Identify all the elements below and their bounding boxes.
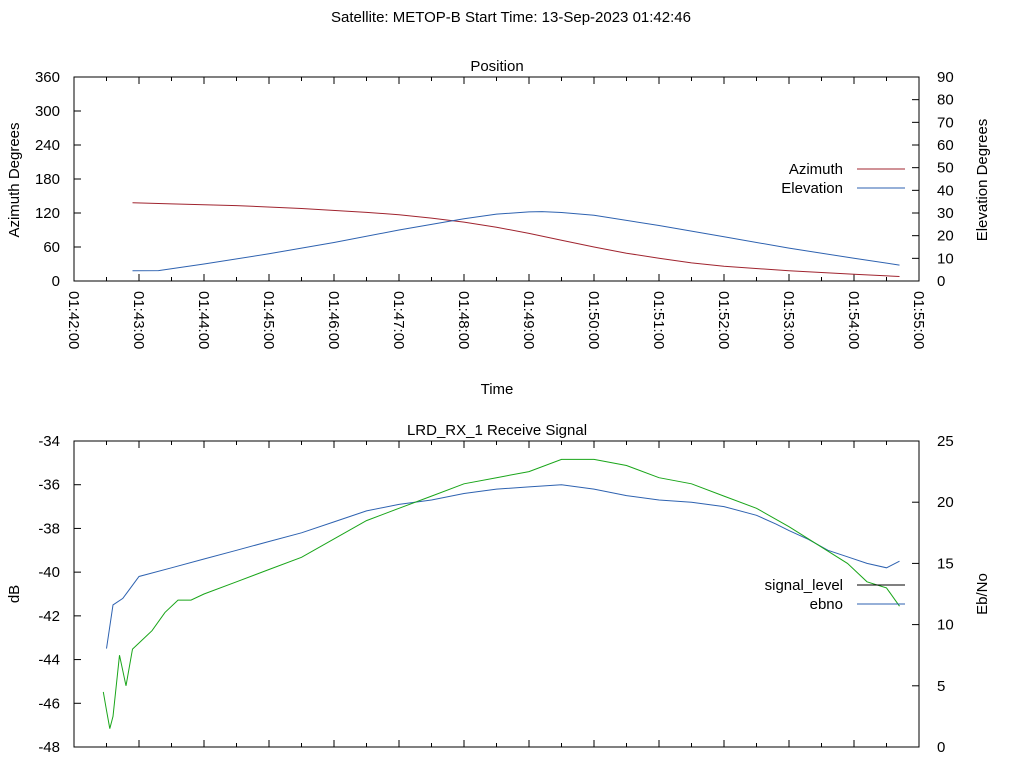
x-tick-label: 01:45:00 (260, 291, 277, 349)
y2-tick-label: 0 (937, 739, 945, 756)
position-chart: Position 01:42:00 01:43:00 01:44:00 01:45:0… (6, 58, 991, 398)
y-tick-label: -46 (38, 695, 60, 712)
legend-label-azimuth: Azimuth (789, 161, 843, 178)
position-y2-axis-label: Elevation Degrees (974, 119, 991, 242)
y-tick-label: 0 (52, 273, 60, 290)
y2-tick-label: 20 (937, 494, 954, 511)
y2-tick-label: 0 (937, 273, 945, 290)
y2-tick-label: 10 (937, 250, 954, 267)
position-legend: Azimuth Elevation (781, 161, 905, 197)
y-tick-label: -34 (38, 433, 60, 450)
x-tick-label: 01:52:00 (715, 291, 732, 349)
x-tick-label: 01:48:00 (455, 291, 472, 349)
y-tick-label: -48 (38, 739, 60, 756)
y-tick-label: -44 (38, 652, 60, 669)
x-tick-label: 01:49:00 (520, 291, 537, 349)
x-tick-label: 01:42:00 (65, 291, 82, 349)
signal-y-axis: -48 -46 -44 -42 -40 -38 -36 -34 (38, 433, 81, 756)
x-tick-label: 01:46:00 (325, 291, 342, 349)
y-tick-label: 300 (35, 103, 60, 120)
x-tick-label: 01:51:00 (650, 291, 667, 349)
signal-y-axis-label: dB (6, 585, 23, 603)
series-line-azimuth (132, 202, 900, 277)
y2-tick-label: 20 (937, 228, 954, 245)
x-tick-label: 01:47:00 (390, 291, 407, 349)
y2-tick-label: 60 (937, 137, 954, 154)
y2-tick-label: 70 (937, 114, 954, 131)
position-plot-frame (73, 76, 920, 282)
x-tick-label: 01:55:00 (910, 291, 927, 349)
series-line-elevation (132, 211, 900, 272)
y2-tick-label: 90 (937, 69, 954, 86)
x-tick-label: 01:43:00 (130, 291, 147, 349)
legend-label-ebno: ebno (810, 596, 843, 613)
signal-legend: signal_level ebno (765, 577, 905, 613)
position-x-axis: 01:42:00 01:43:00 01:44:00 01:45:00 01:46:00… (65, 77, 927, 349)
y2-tick-label: 40 (937, 182, 954, 199)
position-y-axis-label: Azimuth Degrees (6, 122, 23, 237)
y2-tick-label: 25 (937, 433, 954, 450)
series-line-ebno (102, 458, 900, 729)
y-tick-label: 120 (35, 205, 60, 222)
legend-label-elevation: Elevation (781, 180, 843, 197)
y-tick-label: 60 (43, 239, 60, 256)
position-x-axis-label: Time (481, 381, 514, 398)
position-y2-axis: 0 10 20 30 40 50 60 70 80 90 (912, 69, 954, 290)
y2-tick-label: 15 (937, 555, 954, 572)
signal-y2-axis-label: Eb/No (974, 573, 991, 615)
page-title: Satellite: METOP-B Start Time: 13-Sep-20… (331, 9, 691, 26)
x-tick-label: 01:50:00 (585, 291, 602, 349)
y-tick-label: 360 (35, 69, 60, 86)
signal-y2-axis: 0 5 10 15 20 25 (912, 433, 954, 756)
signal-series (102, 458, 900, 729)
position-y-axis: 0 60 120 180 240 300 360 (35, 69, 81, 290)
position-chart-title: Position (470, 58, 523, 75)
series-line-signal-level (106, 484, 900, 649)
y-tick-label: -38 (38, 520, 60, 537)
x-tick-label: 01:54:00 (845, 291, 862, 349)
signal-chart: LRD_RX_1 Receive Signal -48-46-44-42-40-… (6, 422, 991, 756)
x-tick-label: 01:44:00 (195, 291, 212, 349)
y2-tick-label: 50 (937, 160, 954, 177)
signal-chart-title: LRD_RX_1 Receive Signal (407, 422, 587, 439)
y-tick-label: 240 (35, 137, 60, 154)
y2-tick-label: 80 (937, 92, 954, 109)
y2-tick-label: 5 (937, 678, 945, 695)
y2-tick-label: 30 (937, 205, 954, 222)
y-tick-label: -40 (38, 564, 60, 581)
y-tick-label: -36 (38, 477, 60, 494)
position-series (132, 202, 900, 277)
signal-x-axis (73, 441, 920, 747)
y-tick-label: -42 (38, 608, 60, 625)
x-tick-label: 01:53:00 (780, 291, 797, 349)
y-tick-label: 180 (35, 171, 60, 188)
signal-plot-frame (73, 440, 920, 748)
legend-label-signal-level: signal_level (765, 577, 843, 594)
y2-tick-label: 10 (937, 617, 954, 634)
